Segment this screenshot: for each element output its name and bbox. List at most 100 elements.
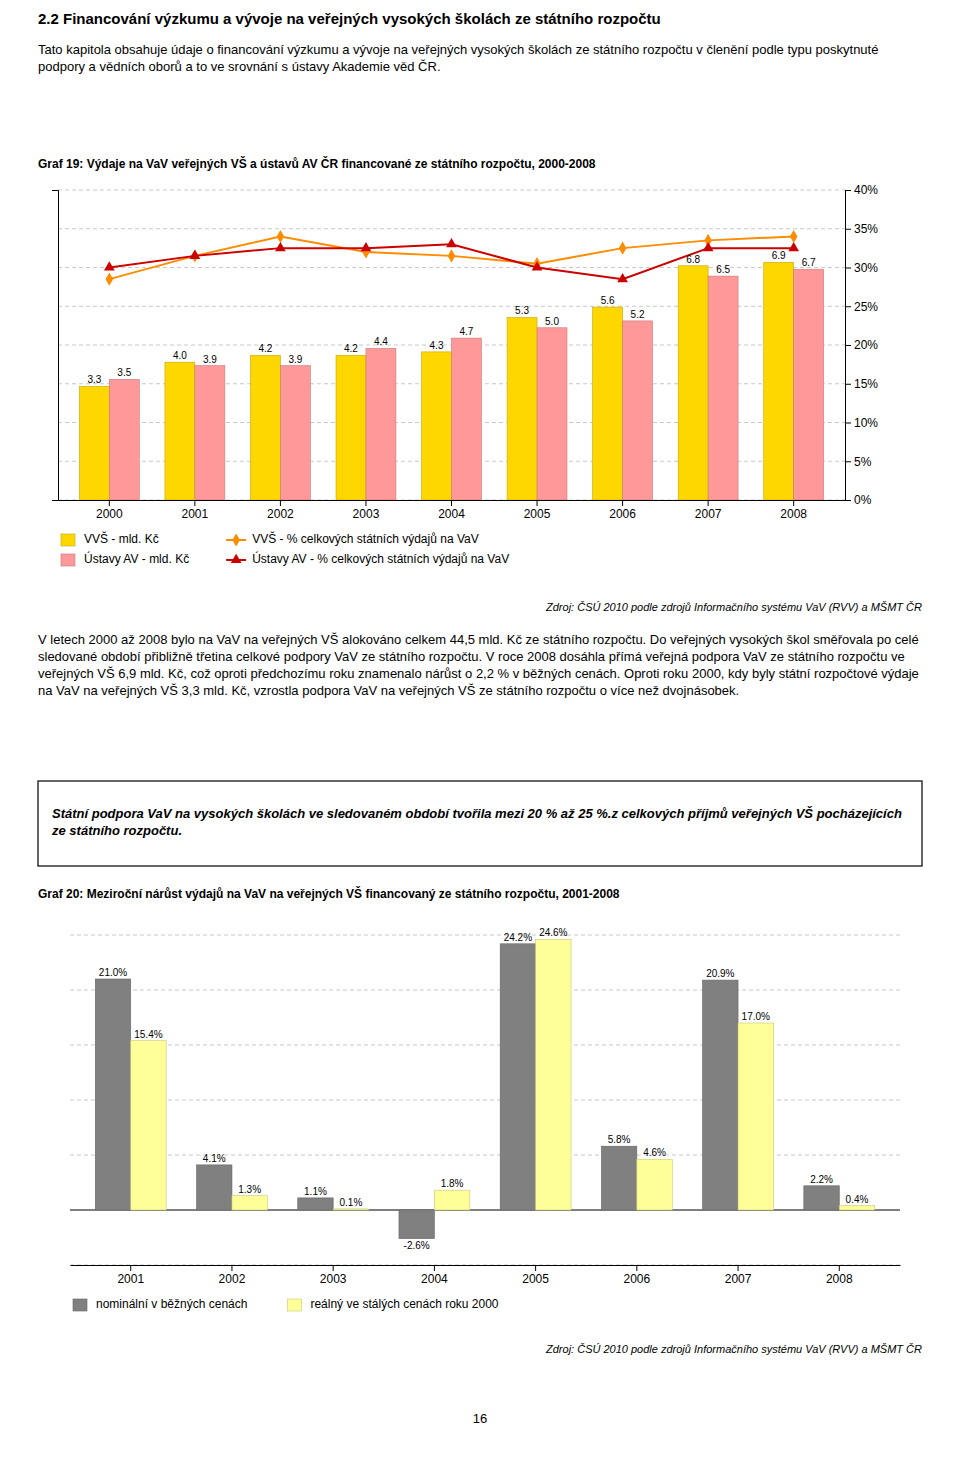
legend-entry: reálný ve stálých cenách roku 2000 [287, 1297, 498, 1311]
data-label: 1.1% [304, 1186, 327, 1197]
y2-tick-mark [845, 190, 851, 191]
bar [452, 338, 482, 500]
x-tick-label: 2004 [421, 1272, 448, 1286]
y2-tick: 20% [845, 338, 878, 352]
x-tick: 2005 [524, 500, 551, 521]
marks [79, 230, 823, 500]
x-tick: 2000 [96, 500, 123, 521]
x-tick: 2004 [438, 500, 465, 521]
data-label: 4.2 [344, 343, 358, 354]
marker [104, 261, 115, 270]
y2-tick: 40% [845, 183, 878, 197]
bar [536, 939, 571, 1210]
x-tick: 2007 [695, 500, 722, 521]
y2-tick: 30% [845, 261, 878, 275]
x-tick: 2002 [267, 500, 294, 521]
data-label: 24.6% [539, 927, 567, 938]
page-title-line: 2.2 Financování výzkumu a vývoje na veře… [38, 10, 661, 27]
chart-title: Graf 19: Výdaje na VaV veřejných VŠ a ús… [38, 156, 596, 171]
data-label: 24.2% [504, 932, 532, 943]
grid-line [70, 1155, 900, 1156]
x-tick-label: 2003 [320, 1272, 347, 1286]
y2-axis-line [846, 191, 852, 501]
bar [422, 352, 452, 500]
legend-swatch [61, 534, 75, 546]
bar [764, 262, 794, 500]
data-label: 4.6% [643, 1147, 666, 1158]
data-label: 17.0% [742, 1011, 770, 1022]
paragraph-line: podpory a vědních oborů a to ve srovnání… [38, 59, 441, 74]
x-tick-label: 2006 [623, 1272, 650, 1286]
x-tick: 2006 [609, 500, 636, 521]
y2-tick-mark [845, 500, 851, 501]
x-tick: 2003 [353, 500, 380, 521]
highlight-text-line: Státní podpora VaV na vysokých školách v… [52, 806, 906, 821]
y2-tick-mark [845, 461, 851, 462]
y2-tick: 35% [845, 222, 878, 236]
bar [399, 1210, 434, 1239]
grid [58, 190, 845, 500]
data-label: 21.0% [99, 967, 127, 978]
y2-tick: 15% [845, 377, 878, 391]
data-labels: 3.34.04.24.24.35.35.66.86.93.53.93.94.44… [87, 250, 816, 385]
data-label: 6.5 [716, 264, 730, 275]
data-label: 4.4 [374, 336, 388, 347]
x-tick-mark [130, 1265, 131, 1271]
legend-swatch [61, 554, 75, 566]
y2-tick-mark [845, 423, 851, 424]
x-tick-label: 2002 [219, 1272, 246, 1286]
paragraph-line: na VaV na veřejných VŠ 3,3 mld. Kč, vzro… [38, 683, 739, 698]
legend-label: Ústavy AV - mld. Kč [84, 551, 189, 566]
bar [336, 355, 366, 500]
data-label: 5.6 [601, 295, 615, 306]
line [109, 237, 793, 280]
paragraph-line: Tato kapitola obsahuje údaje o financová… [38, 42, 882, 57]
x-axis-line [71, 1265, 901, 1266]
y2-tick-mark [845, 384, 851, 385]
page-title: 2.2 Financování výzkumu a vývoje na veře… [38, 10, 661, 27]
bar [623, 321, 653, 500]
legend-swatch [231, 554, 242, 563]
marker [446, 238, 457, 247]
y2-tick-label: 10% [854, 416, 878, 430]
highlight-box [38, 781, 922, 866]
x-axis: 20012002200320042005200620072008 [71, 1265, 901, 1286]
y-axis-line [52, 191, 59, 501]
x-tick-mark [622, 500, 623, 506]
source: Zdroj: ČSÚ 2010 podle zdrojů Informačníh… [545, 1343, 922, 1355]
marker [448, 249, 456, 262]
bar [95, 979, 130, 1210]
chart: 3.34.04.24.24.35.35.66.86.93.53.93.94.44… [52, 183, 878, 566]
zero-line [70, 1210, 900, 1211]
bar-series [95, 944, 839, 1239]
paragraph-line: sledované období přibližně třetina celko… [38, 649, 908, 664]
x-tick-mark [793, 500, 794, 506]
bar [678, 266, 708, 500]
bar-series [79, 262, 793, 500]
legend-label: VVŠ - % celkových státních výdajů na VaV [252, 531, 479, 546]
bar [298, 1198, 333, 1210]
data-label: 6.7 [802, 257, 816, 268]
x-tick-mark [636, 1265, 637, 1271]
x-tick-label: 2005 [522, 1272, 549, 1286]
highlight-text: Státní podpora VaV na vysokých školách v… [51, 806, 906, 838]
legend-swatch [232, 533, 240, 546]
x-tick-label: 2003 [353, 507, 380, 521]
chart-title-line: Graf 20: Meziroční nárůst výdajů na VaV … [38, 886, 620, 901]
marker [275, 242, 286, 251]
bar [250, 355, 280, 500]
x-tick-mark [537, 500, 538, 506]
legend-label: nominální v běžných cenách [96, 1297, 247, 1311]
x-tick: 2001 [182, 500, 209, 521]
x-tick-label: 2008 [826, 1272, 853, 1286]
y2-tick-label: 5% [854, 455, 872, 469]
data-label: 3.3 [87, 374, 101, 385]
data-label: 3.5 [117, 367, 131, 378]
x-tick: 2008 [826, 1265, 853, 1286]
bar-series [131, 939, 875, 1210]
x-tick-mark [434, 1265, 435, 1271]
x-tick: 2003 [320, 1265, 347, 1286]
bar [507, 317, 537, 500]
marker [619, 242, 627, 255]
x-tick-mark [839, 1265, 840, 1271]
